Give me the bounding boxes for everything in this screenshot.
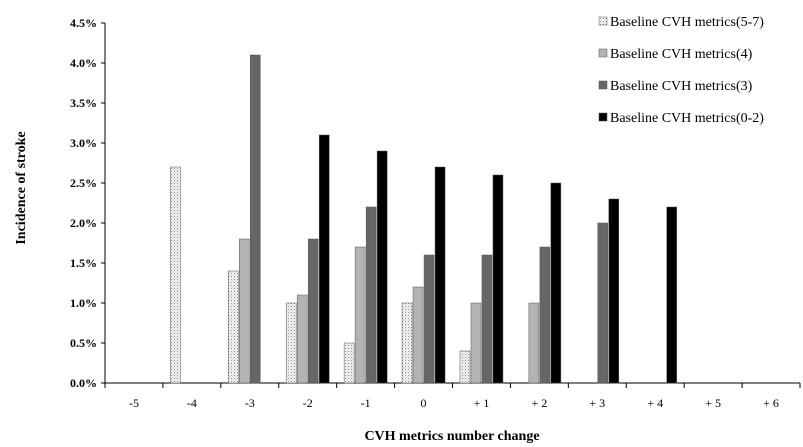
x-tick-label: -3 xyxy=(245,396,255,410)
bar xyxy=(307,238,319,384)
x-tick-label: -5 xyxy=(129,396,139,410)
legend-label: Baseline CVH metrics(4) xyxy=(610,47,753,62)
y-tick-label: 3.0% xyxy=(70,136,97,150)
legend: Baseline CVH metrics(5-7) Baseline CVH me… xyxy=(598,15,764,126)
bar xyxy=(470,302,482,384)
bar xyxy=(318,134,330,384)
x-tick-label: + 1 xyxy=(474,396,490,410)
bar xyxy=(434,166,446,384)
bar xyxy=(459,350,471,384)
bar xyxy=(170,166,181,384)
y-tick-label: 2.0% xyxy=(70,216,97,230)
bar xyxy=(228,270,239,384)
y-tick-label: 4.5% xyxy=(70,16,97,30)
legend-label: Baseline CVH metrics(0-2) xyxy=(610,111,764,126)
y-tick-label: 1.0% xyxy=(70,296,97,310)
bar xyxy=(250,54,261,384)
legend-swatch xyxy=(598,80,608,90)
bar xyxy=(376,150,388,384)
bar xyxy=(365,206,377,384)
x-tick-label: + 5 xyxy=(705,396,721,410)
y-tick-label: 1.5% xyxy=(70,256,97,270)
legend-swatch xyxy=(598,48,608,58)
legend-swatch xyxy=(598,112,608,122)
y-tick-label: 3.5% xyxy=(70,96,97,110)
x-tick-label: + 4 xyxy=(647,396,663,410)
x-tick-label: -2 xyxy=(303,396,313,410)
y-tick-label: 4.0% xyxy=(70,56,97,70)
x-tick-label: + 6 xyxy=(763,396,779,410)
bar xyxy=(296,294,308,384)
bar xyxy=(354,246,366,384)
x-ticks: -5 -4 -3 -2 -1 0 + 1 + 2 + 3 + 4 + 5 + 6 xyxy=(104,383,801,410)
legend-swatch xyxy=(598,16,608,26)
bar xyxy=(412,286,424,384)
bar xyxy=(239,238,250,384)
x-tick-label: + 2 xyxy=(531,396,547,410)
axes xyxy=(104,23,800,384)
bar xyxy=(423,254,435,384)
y-ticks: 0.0% 0.5% 1.0% 1.5% 2.0% 2.5% 3.0% 3.5% 4.0% 4.5% xyxy=(70,16,105,390)
y-tick-label: 0.0% xyxy=(70,376,97,390)
bar xyxy=(343,342,355,384)
bar xyxy=(550,182,562,384)
x-tick-label: + 3 xyxy=(589,396,605,410)
y-axis-title: Incidence of stroke xyxy=(14,131,29,244)
bar xyxy=(597,222,609,384)
bar xyxy=(401,302,413,384)
legend-label: Baseline CVH metrics(3) xyxy=(610,79,753,94)
x-tick-label: -1 xyxy=(361,396,371,410)
bar xyxy=(481,254,493,384)
legend-label: Baseline CVH metrics(5-7) xyxy=(610,15,764,30)
bar xyxy=(285,302,297,384)
bar xyxy=(539,246,551,384)
x-axis-title: CVH metrics number change xyxy=(364,429,539,444)
x-tick-label: -4 xyxy=(187,396,197,410)
bar xyxy=(608,198,620,384)
y-tick-label: 2.5% xyxy=(70,176,97,190)
y-tick-label: 0.5% xyxy=(70,336,97,350)
x-tick-label: 0 xyxy=(421,396,427,410)
bars xyxy=(170,54,677,384)
bar xyxy=(666,206,677,384)
bar xyxy=(528,302,540,384)
bar xyxy=(492,174,504,384)
